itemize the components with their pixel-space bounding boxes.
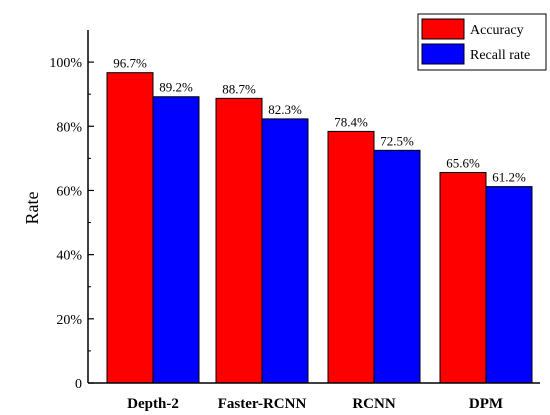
accuracy-value-label: 96.7%: [113, 56, 147, 71]
legend-swatch-accuracy: [422, 19, 464, 39]
recall-value-label: 61.2%: [492, 170, 526, 185]
y-tick-label: 0: [75, 377, 82, 392]
accuracy-bar-dpm: [440, 172, 486, 383]
legend-label-accuracy: Accuracy: [470, 23, 524, 38]
recall-value-label: 89.2%: [159, 80, 193, 95]
y-tick-label: 40%: [56, 249, 82, 264]
recall-value-label: 82.3%: [268, 102, 302, 117]
x-tick-label: Faster-RCNN: [218, 396, 307, 412]
accuracy-value-label: 88.7%: [222, 81, 256, 96]
x-tick-label: RCNN: [352, 396, 395, 412]
y-tick-label: 100%: [49, 56, 82, 71]
recall-bar-dpm: [486, 187, 532, 383]
legend: Accuracy Recall rate: [418, 14, 546, 70]
legend-swatch-recall: [422, 44, 464, 64]
recall-bar-depth-2: [153, 97, 199, 383]
recall-value-label: 72.5%: [380, 133, 414, 148]
accuracy-bar-rcnn: [328, 131, 374, 383]
y-axis-title: Rate: [22, 192, 42, 225]
legend-label-recall: Recall rate: [470, 48, 530, 63]
x-tick-label: DPM: [469, 396, 503, 412]
accuracy-bar-depth-2: [107, 73, 153, 383]
accuracy-bar-faster-rcnn: [216, 98, 262, 383]
y-tick-label: 60%: [56, 184, 82, 199]
x-tick-label: Depth-2: [127, 396, 179, 412]
y-tick-label: 20%: [56, 313, 82, 328]
recall-bar-faster-rcnn: [262, 119, 308, 383]
recall-bar-rcnn: [374, 150, 420, 383]
accuracy-value-label: 65.6%: [446, 155, 480, 170]
accuracy-value-label: 78.4%: [334, 114, 368, 129]
plot-area: 96.7% 89.2% 88.7% 82.3% 78.4% 72.5% 65.6% 61.2%: [107, 56, 532, 383]
y-tick-label: 80%: [56, 120, 82, 135]
